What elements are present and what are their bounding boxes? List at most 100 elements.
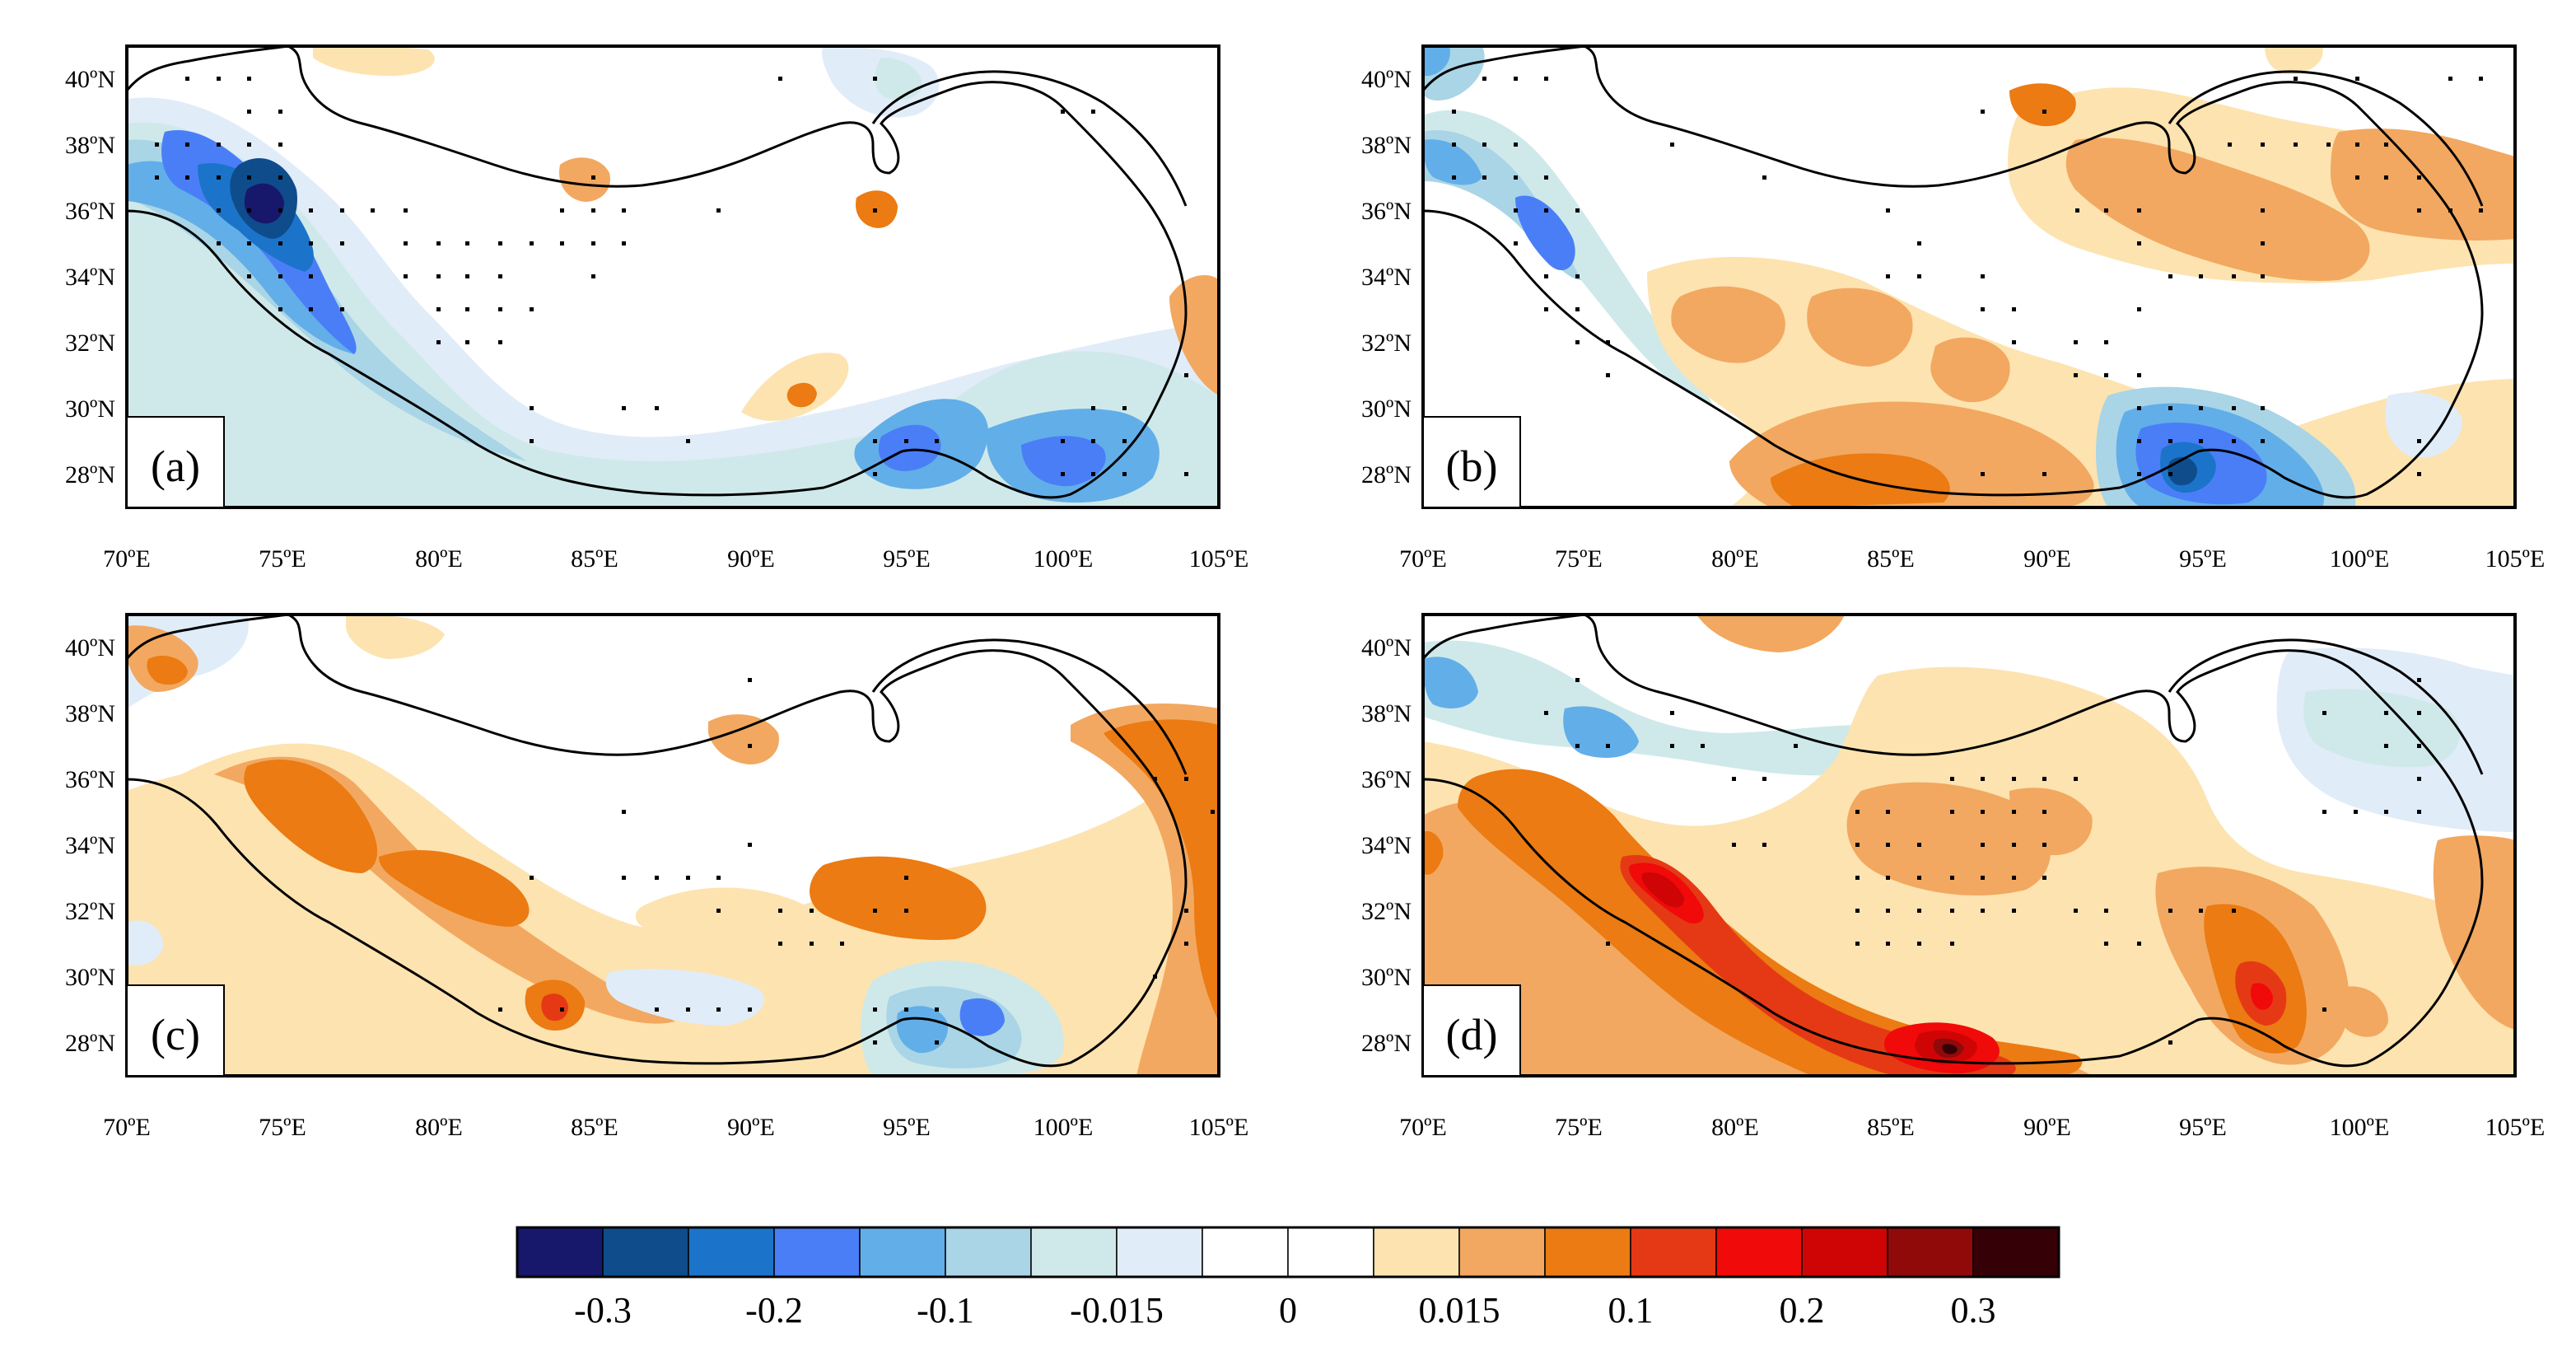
panel-a-lat-tick: 28ºN [65, 461, 115, 489]
colorbar-swatches [516, 1227, 2060, 1278]
panel-d-lat-tick: 32ºN [1361, 898, 1412, 925]
colorbar: -0.3 -0.2 -0.1 -0.015 0 0.015 0.1 0.2 0.… [516, 1226, 2060, 1330]
panel-c-lat-tick: 30ºN [65, 964, 115, 991]
panel-c-lon-tick: 85ºE [571, 1114, 618, 1141]
colorbar-swatch [688, 1227, 775, 1278]
panel-d-anomaly-field [1423, 615, 2515, 1076]
panel-c-lon-tick: 105ºE [1189, 1114, 1249, 1141]
colorbar-swatch [516, 1227, 604, 1278]
panel-b-label: (b) [1446, 442, 1498, 491]
panel-a-stipple [155, 77, 1188, 476]
colorbar-swatch [1287, 1227, 1374, 1278]
panel-c-lat-axis: 40ºN 38ºN 36ºN 34ºN 32ºN 30ºN 28ºN [65, 634, 115, 1057]
colorbar-label: -0.2 [745, 1290, 803, 1330]
panel-d-lat-tick: 34ºN [1361, 832, 1412, 859]
panel-a-lon-tick: 75ºE [259, 545, 306, 573]
panel-b-lat-tick: 28ºN [1361, 461, 1412, 489]
panel-b-lon-tick: 105ºE [2485, 545, 2546, 573]
panel-d: (d) 40ºN 38ºN 36ºN 34ºN 32ºN 30ºN 28ºN 7… [1361, 613, 2545, 1141]
panel-a-label-box [126, 416, 225, 508]
panel-b-anomaly-field [1423, 46, 2515, 507]
panel-a-lon-tick: 105ºE [1189, 545, 1249, 573]
panel-a-lon-tick: 90ºE [727, 545, 775, 573]
colorbar-swatch [773, 1227, 861, 1278]
panel-d-lat-tick: 28ºN [1361, 1030, 1412, 1057]
panel-b-lon-tick: 90ºE [2023, 545, 2071, 573]
panel-c-lat-tick: 38ºN [65, 700, 115, 727]
panel-b-lon-tick: 100ºE [2330, 545, 2390, 573]
colorbar-labels: -0.3 -0.2 -0.1 -0.015 0 0.015 0.1 0.2 0.… [574, 1290, 1995, 1330]
colorbar-label: 0.1 [1608, 1290, 1654, 1330]
panel-d-lon-tick: 75ºE [1555, 1114, 1603, 1141]
panel-d-label: (d) [1446, 1010, 1498, 1059]
colorbar-label: 0.3 [1951, 1290, 1996, 1330]
panel-d-lon-tick: 105ºE [2485, 1114, 2546, 1141]
panel-c-lon-tick: 80ºE [415, 1114, 463, 1141]
panel-d-lon-tick: 85ºE [1867, 1114, 1915, 1141]
panel-d-lon-axis: 70ºE 75ºE 80ºE 85ºE 90ºE 95ºE 100ºE 105º… [1399, 1114, 2545, 1141]
panel-c-frame [125, 613, 1220, 1078]
panel-c-lon-tick: 90ºE [727, 1114, 775, 1141]
panel-c-lon-tick: 70ºE [103, 1114, 151, 1141]
panel-d-frame [1421, 613, 2517, 1078]
panel-a-lon-tick: 100ºE [1034, 545, 1094, 573]
panel-d-lon-tick: 80ºE [1711, 1114, 1759, 1141]
panel-d-lat-tick: 30ºN [1361, 964, 1412, 991]
panel-c-stipple [498, 678, 1215, 1045]
colorbar-swatch [945, 1227, 1032, 1278]
panel-d-lat-axis: 40ºN 38ºN 36ºN 34ºN 32ºN 30ºN 28ºN [1361, 634, 1412, 1057]
panel-c-lon-tick: 100ºE [1034, 1114, 1094, 1141]
panel-b-plateau-boundary [1423, 46, 2484, 499]
panel-c-label: (c) [151, 1010, 200, 1059]
panel-a-lon-tick: 80ºE [415, 545, 463, 573]
panel-c-anomaly-field [127, 615, 1219, 1076]
colorbar-label: -0.1 [917, 1290, 974, 1330]
colorbar-swatch [1801, 1227, 1888, 1278]
panel-c-lon-tick: 95ºE [883, 1114, 931, 1141]
panel-a-lat-tick: 38ºN [65, 132, 115, 159]
panel-b-lon-tick: 70ºE [1399, 545, 1447, 573]
colorbar-swatch [1715, 1227, 1803, 1278]
panel-c-lon-axis: 70ºE 75ºE 80ºE 85ºE 90ºE 95ºE 100ºE 105º… [103, 1114, 1248, 1141]
panel-a-basin-line [871, 70, 1188, 207]
panel-a-lon-tick: 95ºE [883, 545, 931, 573]
colorbar-swatch [1030, 1227, 1118, 1278]
panel-b-stipple [1452, 77, 2483, 476]
panel-c-lat-tick: 32ºN [65, 898, 115, 925]
colorbar-swatch [1116, 1227, 1203, 1278]
panel-c-basin-line [871, 638, 1188, 775]
panel-b-basin-line [2168, 70, 2484, 207]
panel-a-lon-tick: 70ºE [103, 545, 151, 573]
panel-b-lon-tick: 80ºE [1711, 545, 1759, 573]
panel-a-label: (a) [151, 442, 200, 491]
panel-a-lon-axis: 70ºE 75ºE 80ºE 85ºE 90ºE 95ºE 100ºE 105º… [103, 545, 1248, 573]
panel-b-lon-tick: 85ºE [1867, 545, 1915, 573]
panel-b-label-box [1422, 416, 1521, 508]
colorbar-label: 0.015 [1419, 1290, 1500, 1330]
panel-d-lon-tick: 95ºE [2179, 1114, 2227, 1141]
colorbar-swatch [859, 1227, 946, 1278]
colorbar-swatch [1972, 1227, 2060, 1278]
panel-b-lat-tick: 32ºN [1361, 330, 1412, 357]
colorbar-label: 0 [1279, 1290, 1297, 1330]
panel-d-basin-line [2168, 638, 2484, 775]
panel-d-stipple [1544, 678, 2421, 1045]
colorbar-swatch [1630, 1227, 1717, 1278]
panel-c: (c) 40ºN 38ºN 36ºN 34ºN 32ºN 30ºN 28ºN 7… [65, 613, 1248, 1141]
panel-a-frame [125, 44, 1220, 509]
panel-b-lat-tick: 30ºN [1361, 395, 1412, 423]
panel-a-anomaly-field [127, 46, 1219, 507]
panel-a-plateau-boundary [127, 46, 1188, 499]
panel-d-label-box [1422, 984, 1521, 1077]
colorbar-label: -0.015 [1070, 1290, 1164, 1330]
panel-b-lat-tick: 34ºN [1361, 264, 1412, 291]
panel-d-lon-tick: 100ºE [2330, 1114, 2390, 1141]
panel-a-lat-tick: 30ºN [65, 395, 115, 423]
colorbar-label: -0.3 [574, 1290, 632, 1330]
panel-a-lon-tick: 85ºE [571, 545, 618, 573]
colorbar-swatch [1458, 1227, 1546, 1278]
panel-d-lon-tick: 70ºE [1399, 1114, 1447, 1141]
colorbar-label: 0.2 [1780, 1290, 1825, 1330]
panel-a-lat-tick: 32ºN [65, 330, 115, 357]
